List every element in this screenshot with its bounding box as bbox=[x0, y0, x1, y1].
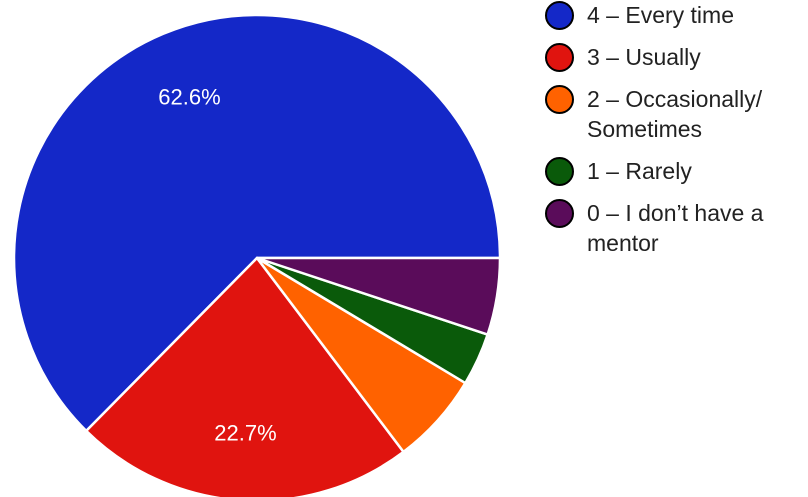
legend-label-no-mentor: 0 – I don’t have a mentor bbox=[587, 200, 764, 256]
legend-label-every-time: 4 – Every time bbox=[587, 2, 734, 28]
legend-item-occasionally[interactable]: 2 – Occasionally/ Sometimes bbox=[545, 84, 807, 144]
pie-slices bbox=[12, 13, 502, 497]
legend-item-rarely[interactable]: 1 – Rarely bbox=[545, 156, 807, 186]
pie-chart: 62.6% 22.7% bbox=[12, 13, 502, 497]
legend-swatch-occasionally bbox=[545, 85, 574, 114]
legend-item-no-mentor[interactable]: 0 – I don’t have a mentor bbox=[545, 198, 807, 258]
data-label-usually: 22.7% bbox=[214, 421, 276, 446]
pie-data-labels: 62.6% 22.7% bbox=[158, 85, 276, 446]
legend-label-occasionally: 2 – Occasionally/ Sometimes bbox=[587, 86, 763, 142]
legend-item-every-time[interactable]: 4 – Every time bbox=[545, 0, 807, 30]
data-label-every-time: 62.6% bbox=[158, 85, 220, 110]
pie-slice-no-mentor[interactable] bbox=[255, 256, 502, 336]
legend-swatch-every-time bbox=[545, 1, 574, 30]
chart-legend: 4 – Every time 3 – Usually 2 – Occasiona… bbox=[545, 0, 807, 270]
legend-item-usually[interactable]: 3 – Usually bbox=[545, 42, 807, 72]
pie-slice-every-time[interactable] bbox=[12, 13, 502, 433]
legend-label-usually: 3 – Usually bbox=[587, 44, 701, 70]
legend-swatch-rarely bbox=[545, 157, 574, 186]
legend-swatch-no-mentor bbox=[545, 199, 574, 228]
pie-slice-usually[interactable] bbox=[85, 256, 405, 497]
legend-label-rarely: 1 – Rarely bbox=[587, 158, 692, 184]
legend-swatch-usually bbox=[545, 43, 574, 72]
